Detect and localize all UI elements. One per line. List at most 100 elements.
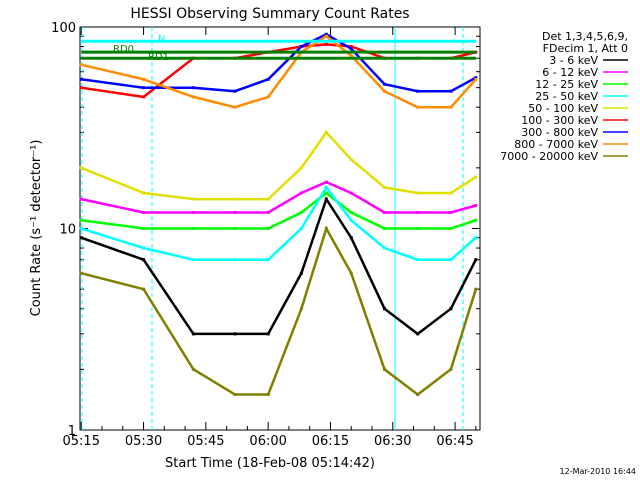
series-point (142, 227, 146, 230)
series-point (349, 218, 353, 222)
x-tick-label: 06:30 (374, 434, 411, 449)
y-axis-label: Count Rate (s⁻¹ detector⁻¹) (29, 140, 44, 317)
series-point (266, 211, 270, 214)
series-point (324, 34, 328, 38)
series-point (416, 393, 420, 396)
series-point (79, 77, 83, 81)
series-point (191, 95, 195, 99)
series-point (474, 218, 478, 222)
series-point (142, 211, 146, 214)
series-point (142, 191, 146, 195)
series-point (449, 307, 453, 311)
series-point (299, 271, 303, 275)
series-point (299, 307, 303, 311)
series-point (79, 63, 83, 67)
series-point (383, 211, 386, 214)
series-point (349, 191, 353, 195)
series-point (324, 227, 328, 230)
series-point (79, 197, 83, 201)
series-point (449, 367, 453, 371)
x-tick-label: 05:15 (63, 434, 100, 449)
annotation-rd1: RD1 (148, 52, 169, 63)
series-point (349, 236, 353, 240)
legend-label: 300 - 800 keV (521, 126, 598, 139)
series-point (142, 246, 146, 250)
series-point (416, 332, 420, 336)
series-point (416, 211, 420, 214)
series-point (449, 258, 453, 262)
series-point (449, 191, 453, 195)
series-point (79, 166, 83, 170)
series-point (191, 258, 195, 262)
y-tick-label: 10 (59, 223, 76, 238)
x-tick-label: 06:15 (312, 434, 349, 449)
series-point (324, 32, 328, 36)
series-point (383, 89, 386, 93)
series-point (416, 258, 420, 262)
series-layer (79, 32, 478, 397)
legend-label: 25 - 50 keV (535, 90, 598, 103)
x-tick-label: 05:45 (187, 434, 224, 449)
legend-label: 3 - 6 keV (549, 54, 598, 67)
series-point (383, 82, 386, 86)
series-point (349, 45, 353, 48)
series-point (449, 211, 453, 214)
series-point (142, 287, 146, 291)
series-point (383, 227, 386, 230)
series-line (80, 130, 477, 201)
series-point (349, 47, 353, 51)
series-point (266, 393, 270, 396)
series-point (191, 197, 195, 201)
series-point (266, 258, 270, 262)
series-point (233, 332, 237, 336)
series-point (299, 211, 303, 214)
series-point (383, 185, 386, 189)
series-point (416, 89, 420, 93)
series-point (142, 95, 146, 99)
series-point (474, 76, 478, 80)
series-point (142, 77, 146, 81)
series-point (324, 130, 328, 134)
series-point (79, 227, 83, 230)
series-point (449, 227, 453, 230)
series-point (383, 307, 386, 311)
series-point (299, 227, 303, 230)
series-point (299, 45, 303, 48)
series-point (233, 227, 237, 230)
series-point (416, 191, 420, 195)
series-point (191, 227, 195, 230)
legend-label: 7000 - 20000 keV (500, 150, 598, 163)
annotation-rd0: RD0 (113, 44, 134, 55)
series-point (474, 287, 478, 291)
series-point (79, 271, 83, 275)
series-point (191, 332, 195, 336)
series-point (449, 105, 453, 109)
series-point (299, 191, 303, 195)
series-point (233, 197, 237, 201)
series-point (266, 332, 270, 336)
x-tick-label: 06:00 (249, 434, 286, 449)
x-tick-label: 06:45 (436, 434, 473, 449)
series-point (142, 258, 146, 262)
x-axis-label: Start Time (18-Feb-08 05:14:42) (165, 456, 375, 471)
y-tick-label: 1 (68, 424, 76, 439)
series-point (324, 185, 328, 189)
legend-header-line-1: Det 1,3,4,5,6,9, (542, 30, 628, 43)
series-point (191, 211, 195, 214)
annotation-n: N (158, 34, 165, 45)
series-point (266, 227, 270, 230)
series-point (266, 77, 270, 81)
series-point (349, 211, 353, 214)
series-point (474, 258, 478, 262)
series-point (349, 158, 353, 161)
series-point (324, 197, 328, 201)
series-point (383, 246, 386, 250)
legend: Det 1,3,4,5,6,9, FDecim 1, Att 0 3 - 6 k… (500, 30, 628, 163)
series-point (233, 258, 237, 262)
timestamp: 12-Mar-2010 16:44 (560, 467, 637, 476)
x-tick-label: 05:30 (125, 434, 162, 449)
series-point (233, 211, 237, 214)
series-point (324, 191, 328, 195)
legend-label: 6 - 12 keV (542, 66, 598, 79)
